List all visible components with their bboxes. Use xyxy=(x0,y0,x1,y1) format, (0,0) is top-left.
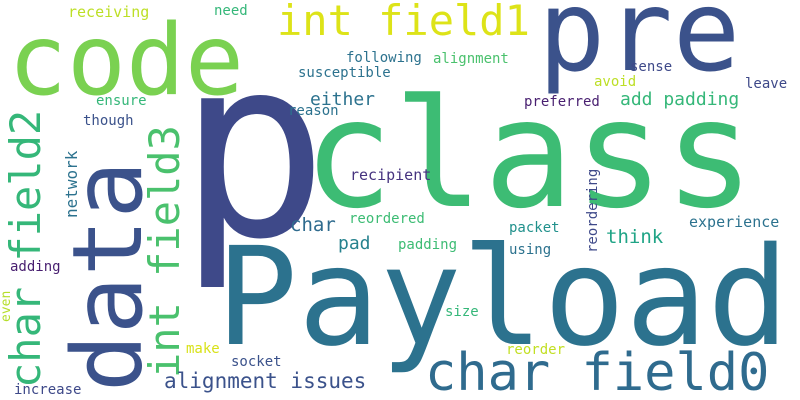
word-following: following xyxy=(346,50,422,66)
word-alignment-issues: alignment issues xyxy=(164,369,367,393)
word-pre: pre xyxy=(538,0,741,97)
word-payload: Payload xyxy=(216,219,790,377)
word-padding: padding xyxy=(398,237,458,253)
word-add-padding: add padding xyxy=(620,89,740,110)
word-adding: adding xyxy=(10,259,61,275)
word-reason: reason xyxy=(288,103,339,119)
word-char: char xyxy=(290,214,336,236)
word-make: make xyxy=(186,341,220,357)
word-p: p xyxy=(178,3,329,294)
word-using: using xyxy=(509,242,552,258)
word-network: network xyxy=(62,150,81,218)
word-increase: increase xyxy=(14,382,82,398)
word-experience: experience xyxy=(689,213,780,231)
word-avoid: avoid xyxy=(594,74,637,90)
word-susceptible: susceptible xyxy=(298,65,391,81)
word-char-field0: char field0 xyxy=(425,343,770,400)
word-size: size xyxy=(445,304,479,320)
word-though: though xyxy=(83,113,134,129)
word-packet: packet xyxy=(509,220,560,236)
word-sense: sense xyxy=(630,59,673,75)
word-preferred: preferred xyxy=(524,94,600,110)
word-either: either xyxy=(310,89,376,110)
word-pad: pad xyxy=(338,233,371,254)
word-reorder: reorder xyxy=(506,342,566,358)
word-ensure: ensure xyxy=(96,93,147,109)
word-int-field1: int field1 xyxy=(277,0,530,45)
word-int-field3: int field3 xyxy=(140,125,189,378)
word-leave: leave xyxy=(745,76,788,92)
word-reordered: reordered xyxy=(349,211,425,227)
word-even: even xyxy=(0,290,14,322)
word-recipient: recipient xyxy=(350,166,432,184)
word-code: code xyxy=(8,4,245,118)
word-alignment: alignment xyxy=(433,51,509,67)
word-socket: socket xyxy=(231,354,282,370)
word-reordering: reordering xyxy=(585,168,601,253)
word-receiving: receiving xyxy=(68,3,150,21)
word-class: class xyxy=(303,68,755,242)
word-think: think xyxy=(606,226,664,248)
word-char-field2: char field2 xyxy=(1,109,50,388)
word-need: need xyxy=(214,3,248,19)
